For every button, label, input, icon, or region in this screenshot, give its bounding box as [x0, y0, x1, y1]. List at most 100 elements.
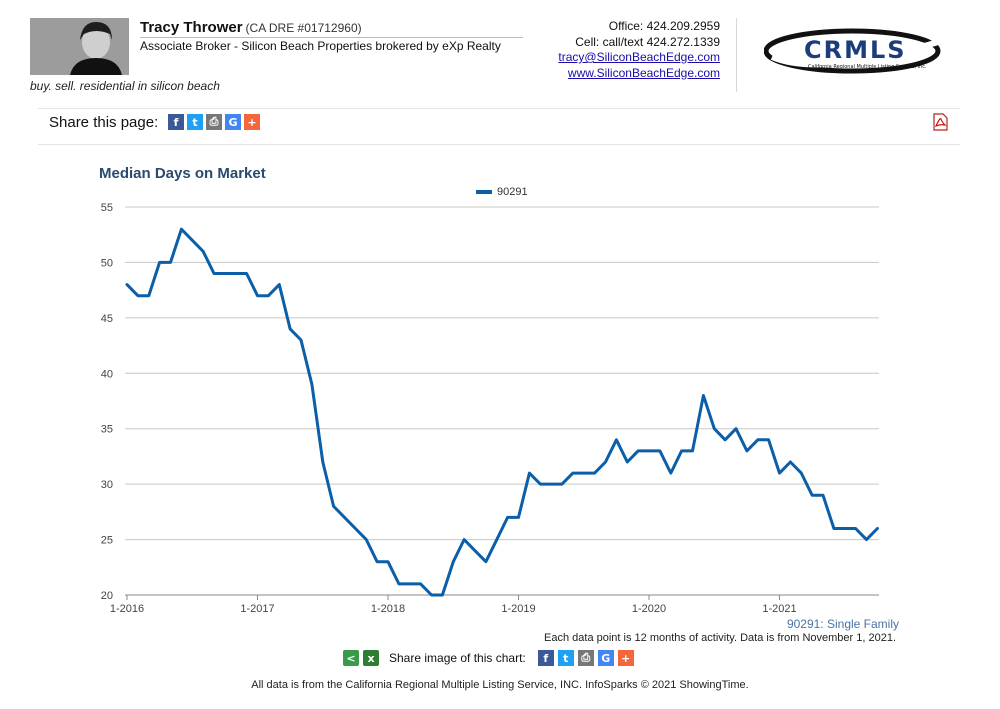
excel-icon[interactable]: x — [363, 650, 379, 666]
data-point — [310, 382, 314, 386]
data-point — [256, 294, 260, 298]
series-line-90291 — [125, 227, 879, 597]
agent-title: Associate Broker - Silicon Beach Propert… — [140, 39, 501, 53]
y-tick-label: 35 — [101, 424, 113, 436]
data-point — [321, 460, 325, 464]
data-note: Each data point is 12 months of activity… — [544, 632, 896, 644]
data-point — [527, 471, 531, 475]
share-image-row: < x Share image of this chart: f t ⎙ G + — [343, 650, 634, 666]
share-icon[interactable]: < — [343, 650, 359, 666]
data-point — [223, 272, 227, 276]
logo-subtext: California Regional Multiple Listing Ser… — [808, 64, 927, 70]
data-point — [517, 515, 521, 519]
chart-title: Median Days on Market — [99, 165, 266, 182]
data-point — [734, 427, 738, 431]
y-tick-label: 25 — [101, 535, 113, 547]
twitter-icon[interactable]: t — [557, 650, 574, 666]
data-point — [234, 272, 238, 276]
data-point — [604, 460, 608, 464]
data-point — [462, 538, 466, 542]
pdf-icon[interactable] — [932, 113, 949, 131]
data-point — [375, 560, 379, 564]
data-point — [810, 493, 814, 497]
twitter-icon[interactable]: t — [187, 114, 203, 130]
data-point — [364, 538, 368, 542]
data-point — [832, 527, 836, 531]
y-tick-label: 55 — [101, 202, 113, 214]
data-point — [169, 260, 173, 264]
y-tick-label: 40 — [101, 368, 113, 380]
data-point — [614, 438, 618, 442]
data-point — [865, 538, 869, 542]
data-point — [179, 227, 183, 231]
data-point — [408, 582, 412, 586]
data-point — [147, 294, 151, 298]
data-point — [266, 294, 270, 298]
data-point — [658, 449, 662, 453]
x-tick-label: 1-2017 — [240, 603, 274, 615]
data-point — [245, 272, 249, 276]
data-point — [158, 260, 162, 264]
add-icon[interactable]: + — [617, 650, 634, 666]
data-point — [843, 527, 847, 531]
email-link[interactable]: tracy@SiliconBeachEdge.com — [558, 50, 720, 64]
data-point — [277, 283, 281, 287]
data-point — [484, 560, 488, 564]
data-point — [723, 438, 727, 442]
data-point — [430, 593, 434, 597]
crmls-logo: CRMLS California Regional Multiple Listi… — [763, 27, 956, 79]
data-point — [756, 438, 760, 442]
data-point — [506, 515, 510, 519]
data-point — [419, 582, 423, 586]
data-point — [397, 582, 401, 586]
data-point — [538, 482, 542, 486]
contact-block: Office: 424.209.2959 Cell: call/text 424… — [558, 19, 720, 81]
legend-swatch — [476, 190, 492, 194]
data-point — [582, 471, 586, 475]
data-point — [669, 471, 673, 475]
data-point — [353, 527, 357, 531]
data-point — [875, 527, 879, 531]
facebook-icon[interactable]: f — [168, 114, 184, 130]
data-point — [799, 471, 803, 475]
y-tick-label: 20 — [101, 590, 113, 602]
data-point — [778, 471, 782, 475]
data-point — [136, 294, 140, 298]
google-icon[interactable]: G — [225, 114, 241, 130]
header-divider — [736, 18, 737, 92]
data-point — [788, 460, 792, 464]
x-tick-label: 1-2016 — [110, 603, 144, 615]
agent-tagline: buy. sell. residential in silicon beach — [30, 79, 220, 93]
data-point — [821, 493, 825, 497]
data-point — [593, 471, 597, 475]
x-tick-label: 1-2020 — [632, 603, 666, 615]
data-point — [212, 272, 216, 276]
data-point — [125, 283, 129, 287]
share-page-label: Share this page: — [49, 114, 159, 131]
agent-license: (CA DRE #01712960) — [245, 21, 362, 35]
add-icon[interactable]: + — [244, 114, 260, 130]
google-icon[interactable]: G — [597, 650, 614, 666]
print-icon[interactable]: ⎙ — [206, 114, 222, 130]
legend-label: 90291 — [497, 186, 528, 198]
data-point — [495, 538, 499, 542]
data-point — [332, 504, 336, 508]
footer-text: All data is from the California Regional… — [251, 679, 749, 691]
chart-legend[interactable]: 90291 — [476, 186, 528, 198]
x-tick-label: 1-2018 — [371, 603, 405, 615]
data-point — [571, 471, 575, 475]
logo-text: CRMLS — [804, 36, 907, 64]
facebook-icon[interactable]: f — [537, 650, 554, 666]
separator-bottom — [38, 144, 960, 145]
y-tick-label: 45 — [101, 313, 113, 325]
data-point — [190, 238, 194, 242]
x-tick-label: 1-2019 — [501, 603, 535, 615]
print-icon[interactable]: ⎙ — [577, 650, 594, 666]
y-tick-label: 50 — [101, 257, 113, 269]
data-point — [473, 549, 477, 553]
share-page-icons: f t ⎙ G + — [168, 114, 260, 130]
data-point — [201, 249, 205, 253]
website-link[interactable]: www.SiliconBeachEdge.com — [567, 65, 720, 80]
data-point — [745, 449, 749, 453]
